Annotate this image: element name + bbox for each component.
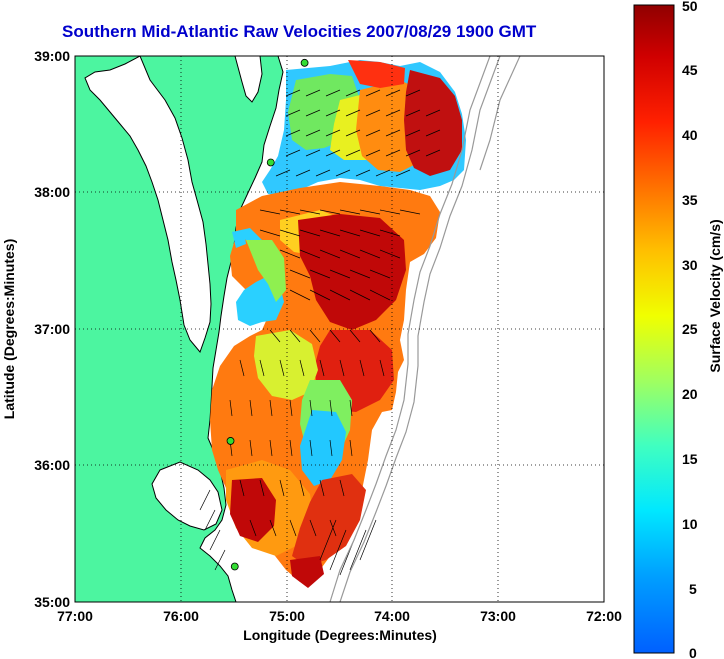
y-tick-label: 38:00 — [34, 184, 70, 200]
grid-lines — [75, 56, 604, 602]
y-tick-label: 39:00 — [34, 48, 70, 64]
station-markers — [226, 58, 309, 571]
x-tick-label: 72:00 — [586, 608, 622, 624]
station-marker — [230, 562, 239, 571]
pamlico-sound — [151, 461, 223, 531]
x-axis-label: Longitude (Degrees:Minutes) — [243, 627, 437, 643]
chesapeake-bay — [84, 56, 212, 353]
x-tick-label: 75:00 — [269, 608, 305, 624]
station-marker — [226, 437, 235, 445]
colorbar-tick-label: 15 — [682, 451, 698, 467]
colorbar — [633, 4, 675, 654]
colorbar-tick-label: 30 — [682, 257, 698, 273]
colorbar-tick-label: 5 — [689, 581, 697, 597]
x-tick-label: 74:00 — [374, 608, 410, 624]
bathymetry-contours — [329, 56, 521, 602]
colorbar-tick-label: 35 — [682, 192, 698, 208]
station-marker — [300, 58, 309, 67]
velocity-vectors — [199, 89, 441, 576]
colorbar-tick-label: 25 — [682, 321, 698, 337]
map-title: Southern Mid-Atlantic Raw Velocities 200… — [62, 22, 537, 41]
colorbar-tick-label: 0 — [689, 645, 697, 659]
x-tick-label: 77:00 — [57, 608, 93, 624]
colorbar-tick-label: 10 — [682, 516, 698, 532]
colorbar-tick-label: 45 — [682, 62, 698, 78]
colorbar-label: Surface Velocity (cm/s) — [707, 219, 723, 372]
delaware-bay — [234, 56, 263, 103]
y-tick-label: 35:00 — [34, 594, 70, 610]
x-tick-label: 76:00 — [163, 608, 199, 624]
y-axis-ticks: 39:00 38:00 37:00 36:00 35:00 — [34, 48, 70, 610]
station-marker — [266, 158, 275, 167]
y-axis-label: Latitude (Degrees:Minutes) — [1, 239, 17, 419]
x-axis-ticks: 77:00 76:00 75:00 74:00 73:00 72:00 — [57, 608, 622, 624]
colorbar-tick-label: 50 — [682, 0, 698, 14]
colorbar-tick-label: 40 — [682, 127, 698, 143]
x-tick-label: 73:00 — [480, 608, 516, 624]
y-tick-label: 36:00 — [34, 457, 70, 473]
y-tick-label: 37:00 — [34, 321, 70, 337]
velocity-field — [210, 60, 466, 588]
colorbar-ticks: 50 45 40 35 30 25 20 15 10 5 0 — [682, 0, 698, 659]
colorbar-tick-label: 20 — [682, 386, 698, 402]
